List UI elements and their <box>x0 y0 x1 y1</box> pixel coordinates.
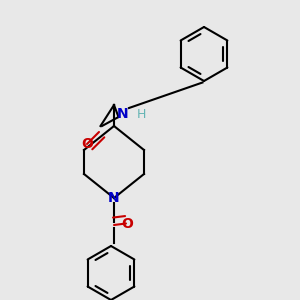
Text: N: N <box>117 107 129 121</box>
Text: N: N <box>108 191 120 205</box>
Text: O: O <box>81 137 93 151</box>
Text: O: O <box>122 217 134 230</box>
Text: H: H <box>136 107 146 121</box>
